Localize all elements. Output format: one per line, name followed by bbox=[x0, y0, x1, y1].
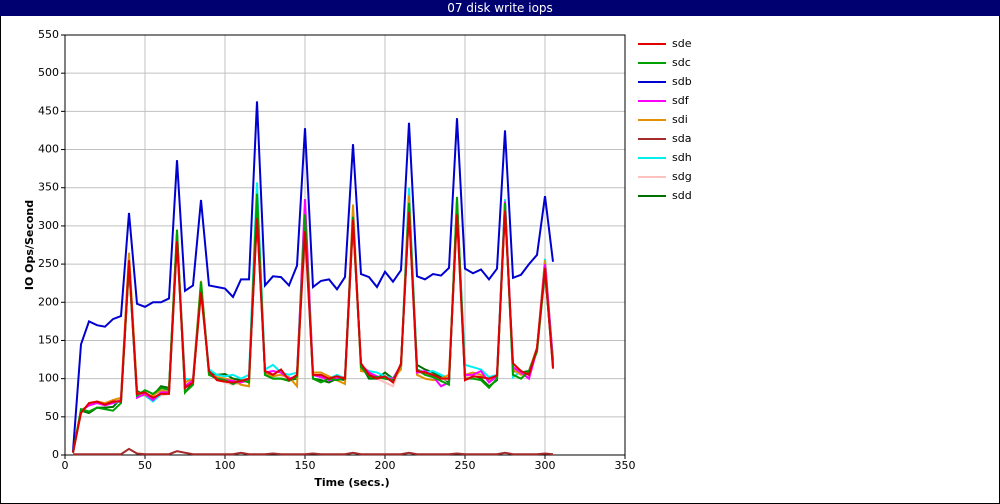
legend-label: sde bbox=[672, 37, 692, 50]
y-axis-label: IO Ops/Second bbox=[23, 200, 36, 290]
y-tick-label: 50 bbox=[45, 410, 59, 423]
y-tick-label: 150 bbox=[38, 333, 59, 346]
y-tick-label: 200 bbox=[38, 295, 59, 308]
y-tick-label: 350 bbox=[38, 181, 59, 194]
x-tick-label: 300 bbox=[535, 459, 556, 472]
legend-label: sdc bbox=[672, 56, 691, 69]
y-tick-label: 100 bbox=[38, 372, 59, 385]
x-tick-label: 150 bbox=[295, 459, 316, 472]
title-bar bbox=[0, 0, 1000, 16]
series-line bbox=[72, 101, 554, 452]
x-tick-label: 200 bbox=[375, 459, 396, 472]
series-line bbox=[72, 210, 554, 453]
x-tick-label: 250 bbox=[455, 459, 476, 472]
legend-label: sdb bbox=[672, 75, 692, 88]
x-tick-label: 50 bbox=[138, 459, 152, 472]
y-tick-label: 500 bbox=[38, 66, 59, 79]
y-tick-label: 250 bbox=[38, 257, 59, 270]
legend-label: sda bbox=[672, 132, 691, 145]
x-axis-label: Time (secs.) bbox=[314, 476, 389, 489]
legend-label: sdh bbox=[672, 151, 692, 164]
legend-label: sdg bbox=[672, 170, 692, 183]
legend-label: sdi bbox=[672, 113, 688, 126]
legend-label: sdd bbox=[672, 189, 692, 202]
y-tick-label: 400 bbox=[38, 143, 59, 156]
x-tick-label: 0 bbox=[62, 459, 69, 472]
y-tick-label: 0 bbox=[52, 448, 59, 461]
series-line bbox=[72, 193, 554, 453]
chart-title: 07 disk write iops bbox=[447, 1, 553, 15]
x-tick-label: 350 bbox=[615, 459, 636, 472]
series-line bbox=[73, 447, 554, 456]
x-tick-label: 100 bbox=[215, 459, 236, 472]
legend-label: sdf bbox=[672, 94, 690, 107]
y-tick-label: 450 bbox=[38, 104, 59, 117]
y-tick-label: 550 bbox=[38, 28, 59, 41]
y-tick-label: 300 bbox=[38, 219, 59, 232]
